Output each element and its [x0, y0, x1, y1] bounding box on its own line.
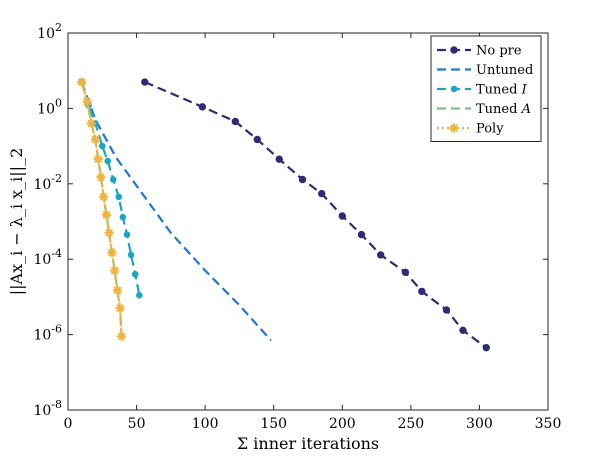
marker-circle — [275, 155, 283, 163]
marker-star — [86, 118, 96, 129]
star-core — [89, 121, 94, 126]
series-untuned — [80, 81, 272, 342]
x-axis-ticks: 0 50 100 150 200 250 300 350 — [64, 33, 562, 432]
marker-star — [90, 134, 101, 145]
legend: No pre Untuned Tuned I Tuned A Poly — [430, 35, 542, 142]
star-core — [104, 212, 109, 218]
legend-label: Poly — [476, 122, 504, 137]
legend-box — [430, 35, 542, 142]
marker-star — [107, 247, 117, 258]
marker-circle — [376, 251, 385, 259]
marker-circle — [401, 268, 410, 276]
marker-circle — [298, 175, 307, 184]
marker-star — [82, 97, 92, 107]
y-tick-label: 10-2 — [33, 172, 62, 193]
marker-star — [110, 265, 120, 276]
marker-dot — [450, 85, 458, 93]
marker-star — [449, 123, 459, 133]
x-tick-label: 50 — [128, 416, 146, 432]
legend-label: Tuned A — [476, 102, 531, 117]
star-core — [106, 230, 112, 236]
y-axis-label: ||Ax_i − λ_i x_i||_2 — [7, 148, 26, 296]
star-core — [117, 306, 123, 311]
x-tick-label: 0 — [64, 416, 73, 432]
y-tick-label: 10-4 — [33, 247, 62, 268]
y-tick-label: 102 — [37, 21, 62, 42]
x-tick-label: 200 — [329, 416, 356, 432]
x-tick-label: 350 — [535, 416, 562, 432]
star-core — [119, 334, 124, 339]
x-tick-label: 100 — [192, 416, 219, 432]
marker-dot — [119, 213, 127, 221]
marker-star — [99, 192, 109, 202]
marker-star — [96, 172, 106, 182]
marker-circle — [338, 212, 346, 220]
marker-star — [112, 285, 122, 295]
series-group — [77, 77, 490, 352]
legend-label: Tuned I — [476, 83, 528, 98]
star-core — [109, 250, 115, 255]
legend-label: No pre — [476, 44, 522, 59]
marker-dot — [123, 231, 131, 238]
star-core — [79, 79, 84, 85]
legend-item: Poly — [437, 122, 504, 137]
y-tick-label: 10-6 — [33, 323, 62, 344]
marker-dot — [104, 157, 112, 165]
x-axis-label: Σ inner iterations — [237, 434, 379, 453]
star-core — [85, 99, 90, 104]
marker-circle — [198, 103, 207, 111]
marker-star — [104, 228, 114, 238]
marker-dot — [127, 251, 135, 259]
star-core — [112, 268, 117, 273]
star-core — [98, 174, 104, 180]
marker-circle — [418, 287, 426, 296]
legend-label: Untuned — [476, 63, 533, 78]
series-poly — [77, 77, 127, 341]
y-tick-label: 100 — [37, 96, 62, 117]
series-line — [80, 81, 123, 337]
series-line — [80, 81, 272, 342]
x-tick-label: 150 — [260, 416, 287, 432]
plot-frame — [67, 32, 549, 411]
series-no-pre — [141, 78, 490, 352]
series-tuned-a — [80, 81, 123, 337]
star-core — [95, 156, 101, 162]
marker-dot — [136, 292, 143, 299]
marker-circle — [231, 117, 240, 126]
marker-circle — [450, 46, 458, 54]
marker-star — [115, 303, 125, 313]
marker-dot — [98, 142, 106, 150]
legend-item: Tuned I — [437, 83, 528, 98]
marker-dot — [115, 193, 123, 201]
marker-circle — [141, 78, 149, 86]
marker-circle — [482, 343, 490, 352]
marker-star — [116, 331, 127, 341]
y-axis-ticks: 102 100 10-2 10-4 10-6 10-8 — [33, 21, 548, 419]
legend-item: Untuned — [437, 63, 533, 78]
plot-box — [67, 32, 549, 411]
y-tick-label: 10-8 — [33, 398, 62, 419]
marker-star — [77, 77, 87, 87]
marker-star — [101, 210, 111, 220]
star-core — [101, 194, 106, 200]
marker-circle — [442, 306, 451, 314]
marker-circle — [357, 230, 366, 239]
legend-item: No pre — [437, 44, 522, 59]
x-tick-label: 300 — [466, 416, 493, 432]
series-line — [80, 80, 123, 338]
marker-circle — [318, 189, 326, 198]
legend-item: Tuned A — [437, 102, 531, 117]
marker-star — [93, 154, 103, 164]
star-core — [115, 288, 120, 293]
marker-circle — [253, 135, 261, 144]
star-core — [93, 137, 98, 142]
star-core — [451, 125, 457, 131]
marker-circle — [459, 326, 467, 335]
marker-dot — [131, 270, 139, 278]
x-tick-label: 250 — [397, 416, 424, 432]
marker-dot — [109, 176, 117, 183]
